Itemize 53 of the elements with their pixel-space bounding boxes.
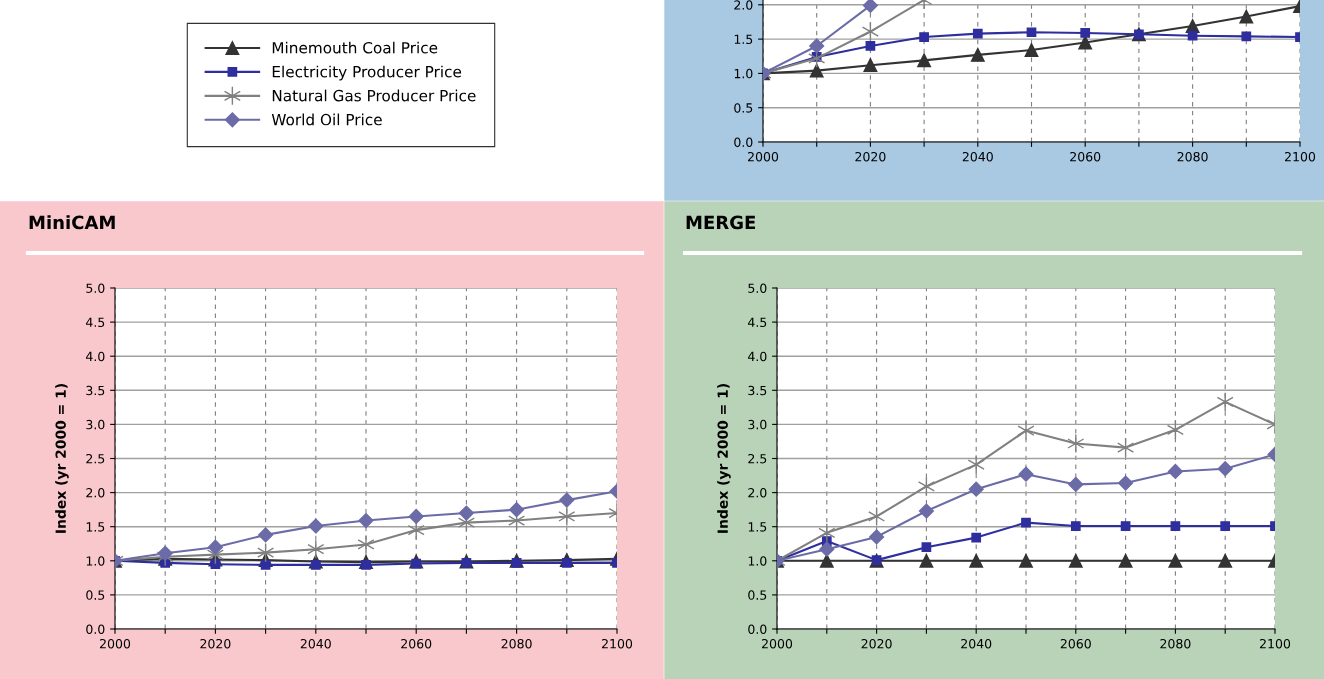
y-tick-label: 4.5 <box>748 317 767 328</box>
y-tick-label: 0.0 <box>86 624 105 634</box>
y-tick-label: 0.0 <box>748 624 767 634</box>
x-tick-label: 2040 <box>961 638 992 649</box>
y-tick-label: 4.0 <box>748 351 767 362</box>
y-tick-label: 1.0 <box>734 68 753 79</box>
legend-label: Minemouth Coal Price <box>272 41 438 54</box>
y-tick-label: 1.5 <box>86 522 105 532</box>
y-tick-label: 5.0 <box>748 283 767 293</box>
y-tick-label: 0.0 <box>734 137 753 147</box>
x-tick-label: 2040 <box>962 151 993 162</box>
y-tick-label: 2.0 <box>86 488 105 498</box>
y-tick-label: 3.5 <box>86 385 105 396</box>
y-tick-label: 1.0 <box>86 556 105 566</box>
y-tick-label: 0.5 <box>734 103 753 113</box>
y-tick-label: 2.0 <box>748 488 767 498</box>
x-tick-label: 2060 <box>401 638 432 649</box>
y-axis-title: Index (yr 2000 = 1) <box>717 384 731 533</box>
x-tick-label: 2000 <box>100 638 131 649</box>
y-tick-label: 2.5 <box>86 453 105 464</box>
x-tick-label: 2020 <box>200 638 231 649</box>
x-tick-label: 2020 <box>861 638 892 649</box>
legend-label: Electricity Producer Price <box>272 65 462 81</box>
legend-label: World Oil Price <box>271 113 382 126</box>
y-tick-label: 3.5 <box>748 385 767 396</box>
y-axis-title: Index (yr 2000 = 1) <box>55 384 69 533</box>
y-tick-label: 4.0 <box>86 351 105 362</box>
y-tick-label: 2.0 <box>734 0 753 10</box>
chart-title: MERGE <box>686 215 756 230</box>
y-tick-label: 5.0 <box>86 283 105 293</box>
chart-title: MiniCAM <box>29 215 115 230</box>
legend-label: Natural Gas Producer Price <box>272 89 476 102</box>
y-tick-label: 1.0 <box>748 556 767 566</box>
x-tick-label: 2080 <box>501 638 532 649</box>
y-tick-label: 1.5 <box>734 34 753 45</box>
x-tick-label: 2100 <box>1285 151 1316 162</box>
x-tick-label: 2000 <box>762 638 793 649</box>
x-tick-label: 2060 <box>1070 151 1101 162</box>
y-tick-label: 2.5 <box>748 453 767 464</box>
x-tick-label: 2020 <box>855 151 886 162</box>
y-tick-label: 0.5 <box>86 590 105 600</box>
x-tick-label: 2100 <box>602 638 633 649</box>
x-tick-label: 2080 <box>1160 638 1191 649</box>
x-tick-label: 2100 <box>1260 638 1291 649</box>
x-tick-label: 2000 <box>748 151 779 162</box>
y-tick-label: 4.5 <box>86 317 105 328</box>
x-tick-label: 2040 <box>300 638 331 649</box>
x-tick-label: 2080 <box>1177 151 1208 162</box>
y-tick-label: 3.0 <box>86 419 105 430</box>
x-tick-label: 2060 <box>1060 638 1091 649</box>
y-tick-label: 0.5 <box>748 590 767 600</box>
y-tick-label: 1.5 <box>748 522 767 532</box>
y-tick-label: 3.0 <box>748 419 767 430</box>
